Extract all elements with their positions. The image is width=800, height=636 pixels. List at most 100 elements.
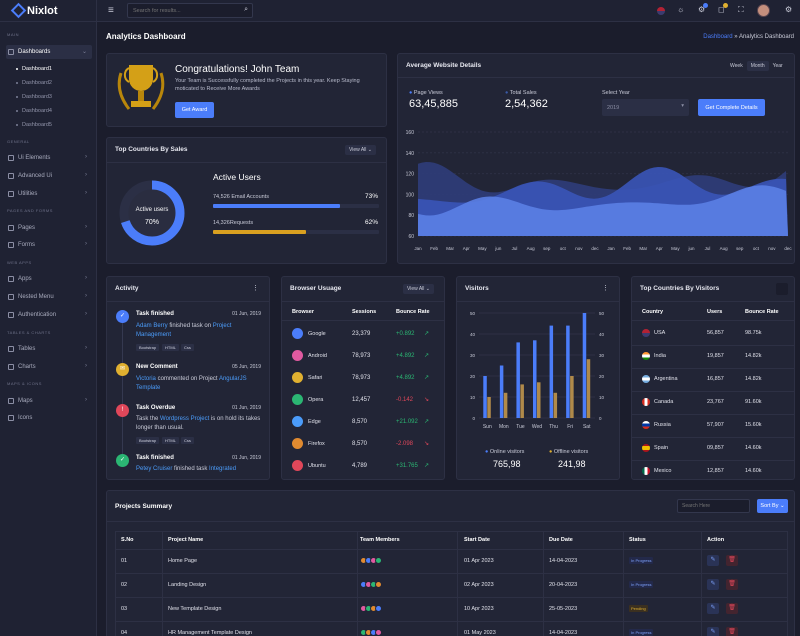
box-icon: [8, 155, 14, 161]
sidebar-sub-dashboard1[interactable]: Dashboard1: [16, 66, 52, 72]
sun-icon[interactable]: ☼: [677, 5, 685, 14]
browser-sessions: 8,570: [352, 441, 368, 447]
edit-button[interactable]: ✎: [707, 627, 719, 636]
email-accounts-label: 74,526 Email Accounts: [213, 194, 269, 200]
project-search[interactable]: [677, 499, 750, 513]
sidebar-item-forms[interactable]: Forms ›: [6, 238, 92, 252]
bar-y-tick: 20: [470, 374, 476, 379]
area-x-tick: dec: [784, 246, 792, 251]
view-all-button[interactable]: View All ⌄: [344, 145, 376, 155]
activity-project-link[interactable]: Wordpress Project: [160, 416, 210, 422]
year-select[interactable]: 2019 ▾: [602, 99, 689, 116]
bar-x-tick: Thu: [549, 424, 558, 430]
tab-week[interactable]: Week: [730, 63, 743, 69]
delete-button[interactable]: 🗑: [726, 627, 738, 636]
donut-label: Active users: [135, 207, 169, 213]
layers-icon: [8, 173, 14, 179]
bar-x-tick: Mon: [499, 424, 509, 430]
sidebar-sub-dashboard4[interactable]: Dashboard4: [16, 108, 52, 114]
fullscreen-icon[interactable]: ⛶: [738, 5, 744, 14]
cart-icon[interactable]: ⚙: [698, 5, 706, 14]
team-member-avatar[interactable]: [375, 581, 382, 588]
sidebar-sub-dashboard2[interactable]: Dashboard2: [16, 80, 52, 86]
get-complete-details-button[interactable]: Get Complete Details: [698, 99, 765, 116]
breadcrumb-dashboard[interactable]: Dashboard: [703, 34, 733, 40]
status-badge: Pending: [629, 605, 648, 612]
sidebar-item-ui-elements[interactable]: Ui Elements ›: [6, 151, 92, 165]
sidebar-item-nested-menu[interactable]: Nested Menu ›: [6, 290, 92, 304]
activity-text: longer than usual.: [136, 425, 184, 431]
tab-year[interactable]: Year: [772, 63, 783, 69]
sidebar-sub-dashboard3[interactable]: Dashboard3: [16, 94, 52, 100]
activity-project-link[interactable]: AngularJS: [218, 376, 247, 382]
delete-button[interactable]: 🗑: [726, 579, 738, 590]
activity-user-link[interactable]: Petey Cruiser: [136, 466, 173, 472]
trend-up-icon: ↗: [424, 331, 430, 337]
activity-project-link2[interactable]: Template: [136, 385, 161, 391]
project-search-input[interactable]: [678, 500, 746, 512]
project-col-header: Due Date: [549, 537, 573, 543]
project-name: Home Page: [168, 558, 198, 564]
sidebar-item-authentication[interactable]: Authentication ›: [6, 308, 92, 322]
get-award-button[interactable]: Get Award: [175, 102, 214, 118]
country-users: 57,907: [707, 422, 724, 428]
options-button[interactable]: [776, 283, 788, 295]
bar-y2-tick: 10: [599, 395, 605, 400]
flag-icon[interactable]: [657, 7, 665, 15]
edit-button[interactable]: ✎: [707, 603, 719, 614]
sidebar-sub-dashboard5[interactable]: Dashboard5: [16, 122, 52, 128]
hamburger-icon[interactable]: ≡: [108, 5, 114, 16]
sort-by-button[interactable]: Sort By ⌄: [757, 499, 788, 513]
country-bounce-rate: 14.82k: [745, 376, 762, 382]
sidebar-item-pages[interactable]: Pages ›: [6, 221, 92, 235]
bar-online-tue: [516, 342, 520, 418]
activity-user-link[interactable]: Adam Berry: [136, 323, 168, 329]
view-all-button[interactable]: View All ⌄: [402, 284, 434, 294]
team-member-avatar[interactable]: [375, 605, 382, 612]
country-bounce-rate: 15.60k: [745, 422, 762, 428]
tag-chip: Bootstrap: [136, 344, 160, 351]
more-icon[interactable]: ⋮: [602, 285, 609, 292]
search-box[interactable]: ⌕: [127, 3, 253, 18]
bar-online-wed: [533, 340, 537, 418]
bell-icon[interactable]: ◻: [718, 5, 725, 14]
activity-project-link[interactable]: Integrated: [209, 466, 237, 472]
avatar[interactable]: [757, 4, 770, 17]
tab-month[interactable]: Month: [746, 61, 769, 71]
bar-online-sun: [483, 376, 487, 418]
sidebar-item-utilities[interactable]: Utilities ›: [6, 187, 92, 201]
edit-button[interactable]: ✎: [707, 555, 719, 566]
activity-date: 01 Jun, 2019: [232, 455, 261, 461]
more-icon[interactable]: ⋮: [252, 285, 259, 292]
search-icon[interactable]: ⌕: [244, 6, 248, 13]
sidebar-item-apps[interactable]: Apps ›: [6, 272, 92, 286]
visitors-bar-chart: 50 50 40 40 30 30 20 20 10 10 0 0 Sun Mon Tue Wed Thu Fri…: [470, 311, 605, 430]
activity-project-link[interactable]: Project: [212, 323, 232, 329]
sidebar-item-icons[interactable]: Icons: [6, 411, 92, 425]
area-x-tick: Feb: [430, 246, 438, 251]
search-input[interactable]: [128, 4, 228, 17]
star-icon: [8, 415, 14, 421]
team-member-avatar[interactable]: [375, 557, 382, 564]
delete-button[interactable]: 🗑: [726, 555, 738, 566]
edit-button[interactable]: ✎: [707, 579, 719, 590]
browser-name: Safari: [308, 375, 323, 381]
area-x-tick: sep: [736, 246, 744, 251]
project-no: 01: [121, 558, 128, 564]
requests-label: 14,326Requests: [213, 220, 254, 226]
activity-user-link[interactable]: Victoria: [136, 376, 156, 382]
sidebar-item-maps[interactable]: Maps ›: [6, 394, 92, 408]
brand-logo[interactable]: Nixlot: [0, 0, 96, 22]
breadcrumb-current: Analytics Dashboard: [738, 34, 794, 40]
settings-icon[interactable]: ⚙: [785, 5, 793, 14]
activity-project-link2[interactable]: Management: [136, 332, 172, 338]
chevron-right-icon: ›: [85, 172, 87, 178]
sidebar-item-advanced-ui[interactable]: Advanced Ui ›: [6, 169, 92, 183]
team-member-avatar[interactable]: [375, 629, 382, 636]
notification-badge: [723, 3, 728, 8]
sidebar-item-dashboards[interactable]: Dashboards ⌄: [6, 45, 92, 59]
delete-button[interactable]: 🗑: [726, 603, 738, 614]
sidebar-item-tables[interactable]: Tables ›: [6, 342, 92, 356]
sidebar-item-charts[interactable]: Charts ›: [6, 360, 92, 374]
bar-y-tick: 40: [470, 332, 476, 337]
